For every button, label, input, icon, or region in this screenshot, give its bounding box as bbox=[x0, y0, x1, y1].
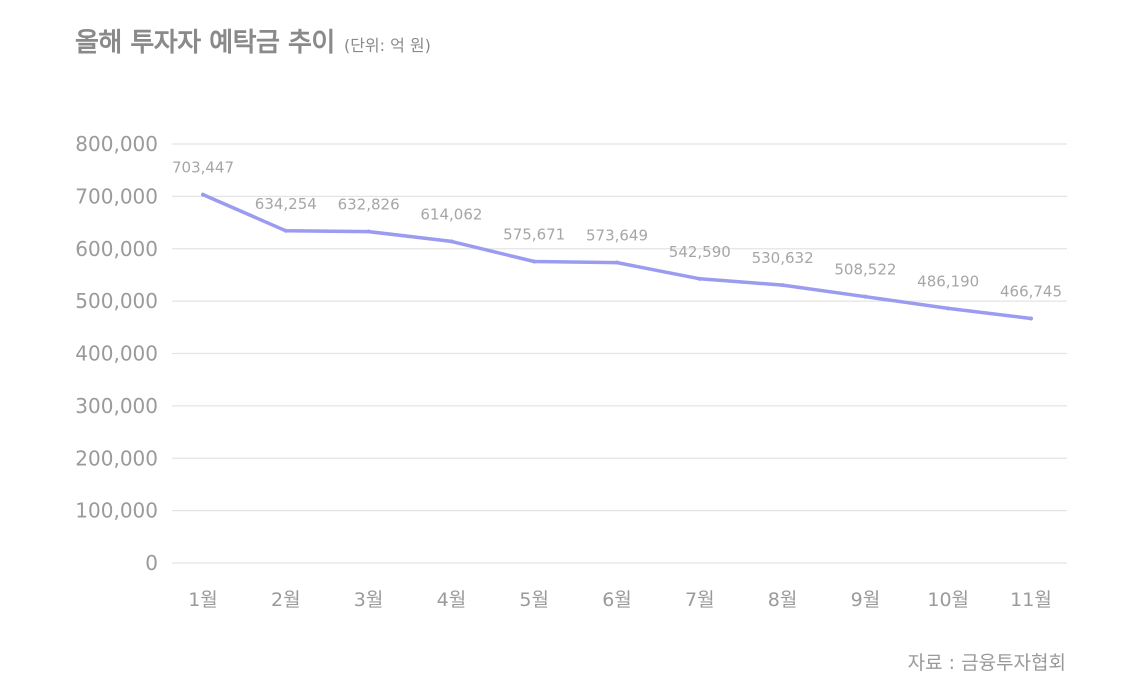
x-tick-label: 11월 bbox=[1010, 589, 1052, 611]
data-point bbox=[532, 259, 537, 264]
data-point bbox=[780, 283, 785, 288]
y-tick-label: 500,000 bbox=[75, 289, 158, 313]
x-tick-label: 6월 bbox=[602, 589, 632, 611]
data-label: 703,447 bbox=[172, 159, 234, 177]
y-tick-label: 0 bbox=[145, 551, 158, 575]
y-tick-label: 700,000 bbox=[75, 184, 158, 208]
series-line bbox=[201, 192, 1033, 321]
y-tick-label: 200,000 bbox=[75, 446, 158, 470]
data-label: 573,649 bbox=[586, 227, 648, 245]
data-point bbox=[449, 239, 454, 244]
chart-unit-label: (단위: 억 원) bbox=[343, 36, 431, 55]
x-tick-label: 2월 bbox=[271, 589, 301, 611]
chart-title: 올해 투자자 예탁금 추이 bbox=[75, 28, 335, 58]
x-tick-label: 7월 bbox=[685, 589, 715, 611]
data-point bbox=[283, 228, 288, 233]
chart-title-block: 올해 투자자 예탁금 추이 (단위: 억 원) bbox=[75, 22, 431, 59]
y-tick-label: 100,000 bbox=[75, 499, 158, 523]
source-note: 자료 : 금융투자협회 bbox=[907, 652, 1066, 674]
x-tick-label: 1월 bbox=[188, 589, 218, 611]
data-point bbox=[697, 276, 702, 281]
y-tick-label: 400,000 bbox=[75, 342, 158, 366]
data-label: 466,745 bbox=[1000, 283, 1062, 301]
data-label: 614,062 bbox=[420, 205, 482, 223]
x-tick-label: 10월 bbox=[927, 589, 969, 611]
y-tick-label: 800,000 bbox=[75, 132, 158, 156]
x-tick-label: 5월 bbox=[519, 589, 549, 611]
data-label: 575,671 bbox=[503, 225, 565, 243]
data-label: 542,590 bbox=[669, 243, 731, 261]
data-point bbox=[1029, 316, 1033, 321]
data-label: 508,522 bbox=[834, 261, 896, 279]
data-point bbox=[946, 306, 951, 311]
data-label: 632,826 bbox=[338, 196, 400, 214]
data-point bbox=[863, 294, 868, 299]
data-point bbox=[366, 229, 371, 234]
x-tick-label: 3월 bbox=[354, 589, 384, 611]
data-point bbox=[615, 260, 619, 265]
x-tick-label: 8월 bbox=[768, 589, 798, 611]
y-tick-label: 300,000 bbox=[75, 394, 158, 418]
y-tick-label: 600,000 bbox=[75, 237, 158, 261]
data-label: 486,190 bbox=[917, 272, 979, 290]
data-point bbox=[201, 192, 205, 197]
x-tick-label: 9월 bbox=[851, 589, 881, 611]
x-tick-label: 4월 bbox=[437, 589, 467, 611]
data-label: 634,254 bbox=[255, 195, 317, 213]
data-label: 530,632 bbox=[752, 249, 814, 267]
